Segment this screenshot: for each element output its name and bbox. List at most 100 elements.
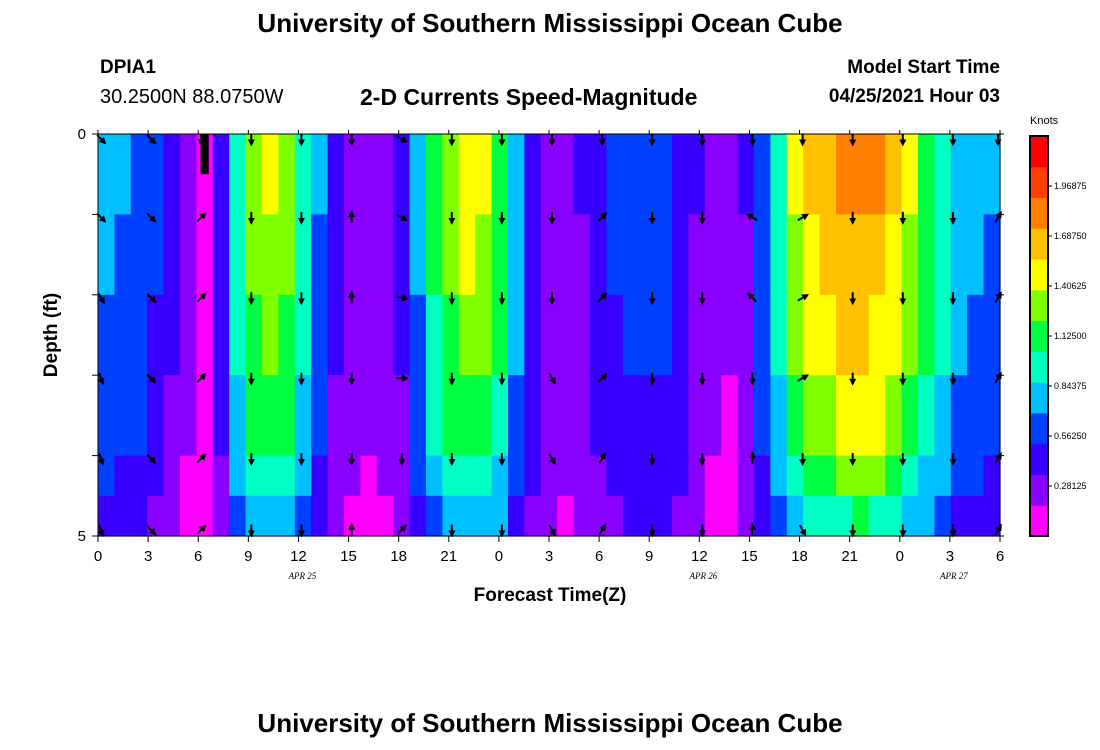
x-axis-label: Forecast Time(Z) (473, 585, 627, 606)
heat-cell (475, 134, 493, 215)
heat-cell (196, 375, 214, 457)
x-tick-label: 18 (390, 548, 407, 565)
x-tick-label: 6 (996, 548, 1004, 565)
heat-cell (819, 455, 837, 497)
heat-cell (311, 495, 329, 537)
current-arrow (146, 525, 157, 536)
heat-cell (393, 134, 411, 215)
heat-cell (376, 495, 394, 537)
heat-cell (721, 455, 739, 497)
heat-cell (836, 294, 853, 376)
heat-cell (409, 455, 427, 497)
station-coordinates: 30.2500N 88.0750W (100, 86, 284, 108)
heat-cell (590, 134, 607, 215)
colorbar-segment (1030, 136, 1048, 168)
heat-cell (475, 375, 493, 457)
heat-cell (704, 455, 722, 497)
heat-cell (983, 455, 1001, 497)
current-arrow (598, 452, 606, 464)
heat-cell (852, 375, 870, 457)
heat-cell (934, 134, 952, 215)
heat-cell (573, 495, 591, 537)
current-arrow (397, 524, 408, 535)
heat-cell (327, 294, 345, 376)
heat-cell (442, 375, 460, 457)
heat-cell (442, 134, 460, 215)
heat-cell (426, 375, 443, 457)
heat-cell (262, 214, 279, 296)
heat-cell (918, 455, 935, 497)
heat-cell (262, 375, 279, 457)
heat-cell (360, 214, 378, 296)
heat-cell (409, 214, 427, 296)
heat-cell (376, 375, 394, 457)
heat-cell (803, 455, 821, 497)
heat-cell (934, 375, 952, 457)
heat-cell (868, 455, 886, 497)
heat-cell (212, 294, 230, 376)
heat-cell (622, 495, 640, 537)
heat-cell (737, 134, 755, 215)
current-arrow (196, 453, 207, 464)
heat-cell (524, 214, 542, 296)
heat-cell (688, 214, 706, 296)
heat-cell (147, 294, 165, 376)
heat-cell (327, 375, 345, 457)
heat-cell (688, 294, 706, 376)
current-arrow (797, 213, 810, 222)
x-tick-label: 15 (741, 548, 758, 565)
heat-cell (163, 375, 181, 457)
page-title: University of Southern Mississippi Ocean… (257, 8, 843, 38)
heat-cell (98, 214, 115, 296)
heat-cell (180, 214, 197, 296)
heat-cell (442, 495, 460, 537)
x-tick-label: 12 (290, 548, 307, 565)
heat-cell (262, 455, 279, 497)
heat-cell (803, 375, 821, 457)
heat-cell (803, 134, 821, 215)
heat-cell (491, 214, 509, 296)
heat-cell (180, 495, 197, 537)
heat-cell (622, 375, 640, 457)
current-vectors (96, 133, 1002, 538)
heat-cell (212, 495, 230, 537)
heat-cell (245, 294, 263, 376)
heat-cell (294, 455, 312, 497)
colorbar-segment (1030, 197, 1048, 229)
heat-cell (688, 134, 706, 215)
heat-cell (376, 455, 394, 497)
heat-cell (114, 134, 132, 215)
heat-cell (622, 214, 640, 296)
heat-cell (885, 294, 903, 376)
current-arrow (196, 212, 207, 223)
heat-cell (229, 375, 247, 457)
heat-cell (344, 294, 361, 376)
heat-cell (901, 134, 919, 215)
current-arrow (196, 524, 207, 535)
heat-cell (245, 495, 263, 537)
heat-cell (540, 294, 558, 376)
heat-cell (983, 375, 1001, 457)
heat-cell (229, 455, 247, 497)
heat-cell (147, 214, 165, 296)
heat-cell (147, 495, 165, 537)
heat-cell (672, 455, 689, 497)
heat-cell (590, 214, 607, 296)
heat-cell (114, 455, 132, 497)
heat-cell (950, 214, 968, 296)
heat-cell (557, 294, 575, 376)
colorbar-unit: Knots (1030, 115, 1059, 127)
heat-cell (540, 455, 558, 497)
colorbar-label: 0.84375 (1054, 381, 1087, 391)
heat-cell (212, 214, 230, 296)
heat-cell (229, 294, 247, 376)
colorbar-label: 0.56250 (1054, 431, 1087, 441)
colorbar-segment (1030, 320, 1048, 352)
heat-cell (229, 134, 247, 215)
heat-cell (967, 294, 985, 376)
heat-cell (803, 294, 821, 376)
heat-cell (98, 375, 115, 457)
heat-cell (393, 455, 411, 497)
heat-cell (704, 495, 722, 537)
colorbar-label: 1.40625 (1054, 281, 1087, 291)
